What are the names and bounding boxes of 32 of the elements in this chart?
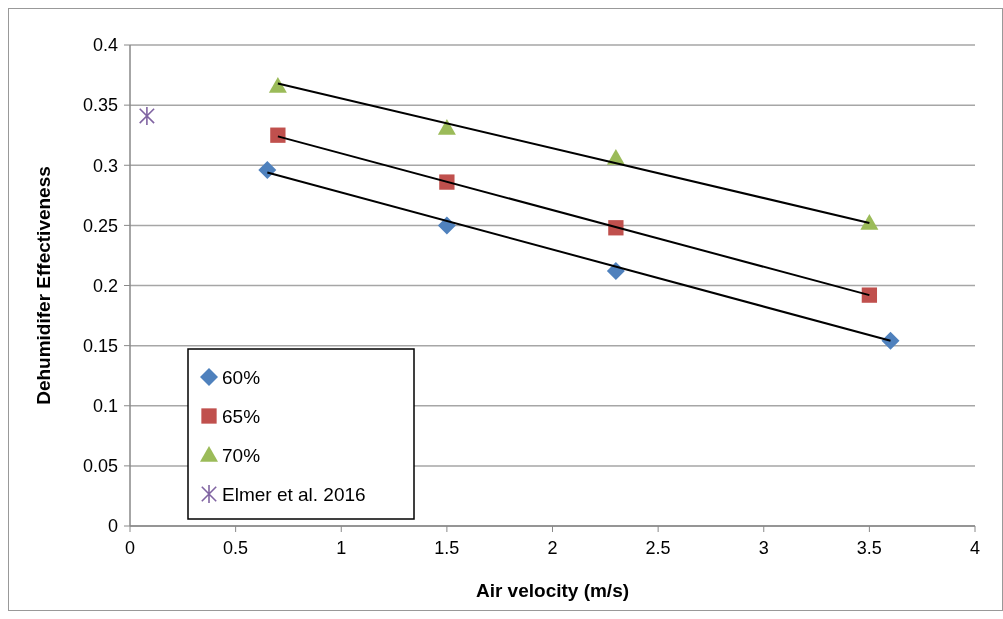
point — [437, 118, 456, 135]
y-tick-label: 0.4 — [92, 35, 118, 56]
x-tick-label: 2 — [547, 538, 558, 558]
x-tick-label: 3 — [758, 538, 769, 558]
y-axis-title: Dehumidifer Effectiveness — [33, 166, 54, 405]
x-tick-label: 2.5 — [645, 538, 671, 558]
point — [860, 213, 879, 230]
x-tick-label: 0 — [124, 538, 136, 558]
point — [258, 161, 277, 180]
x-axis-title: Air velocity (m/s) — [475, 580, 630, 601]
y-tick-label: 0.3 — [92, 155, 118, 176]
legend-label: 65% — [222, 405, 261, 427]
legend-label: Elmer et al. 2016 — [222, 483, 366, 505]
y-tick-label: 0.25 — [82, 215, 118, 236]
y-tick-label: 0.1 — [92, 396, 118, 417]
point — [861, 287, 878, 303]
point — [138, 106, 155, 126]
point — [270, 127, 286, 143]
y-tick-label: 0.35 — [82, 95, 118, 116]
x-tick-label: 4 — [969, 538, 981, 558]
y-tick-label: 0 — [107, 516, 118, 537]
legend-label: 60% — [222, 366, 261, 388]
point — [881, 331, 900, 350]
y-tick-label: 0.05 — [82, 456, 118, 477]
y-tick-label: 0.15 — [82, 335, 118, 356]
x-tick-label: 3.5 — [856, 538, 882, 558]
x-tick-label: 1.5 — [434, 538, 460, 558]
x-tick-label: 1 — [336, 538, 347, 558]
x-tick-label: 0.5 — [223, 538, 249, 558]
legend-label: 70% — [222, 444, 261, 466]
y-tick-label: 0.2 — [92, 275, 118, 296]
point — [268, 76, 287, 93]
